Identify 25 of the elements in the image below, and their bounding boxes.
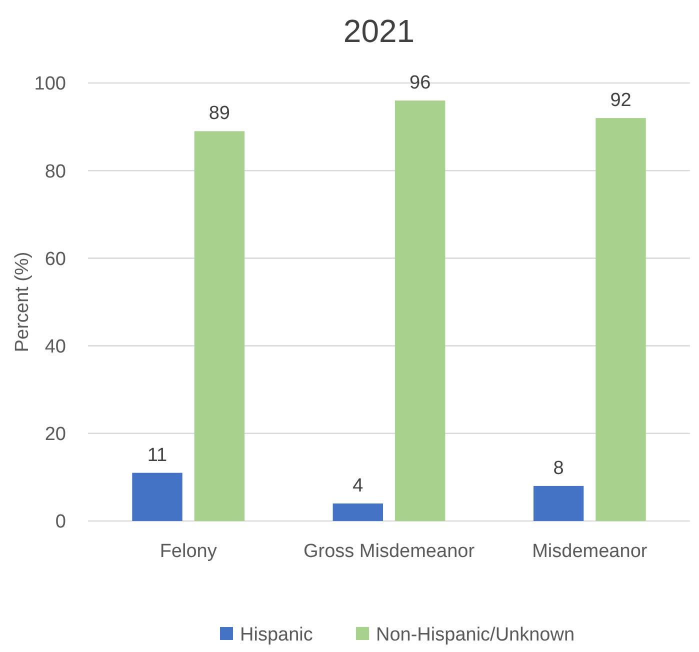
bar	[596, 118, 646, 521]
y-tick-label: 0	[55, 512, 66, 533]
x-tick-label: Felony	[160, 541, 218, 562]
y-tick-label: 100	[34, 74, 66, 95]
legend-label: Non-Hispanic/Unknown	[376, 624, 575, 646]
bar	[533, 486, 584, 521]
y-tick-label: 40	[44, 336, 66, 358]
y-tick-label: 20	[44, 424, 66, 446]
bar	[395, 100, 446, 521]
bar	[132, 472, 182, 521]
y-axis-title: Percent (%)	[12, 252, 33, 352]
data-label: 89	[208, 103, 230, 124]
bar	[332, 503, 383, 521]
y-tick-label: 60	[44, 248, 66, 270]
data-label: 8	[553, 458, 564, 479]
data-label: 11	[147, 444, 168, 466]
data-label: 92	[610, 90, 632, 112]
x-tick-label: Gross Misdemeanor	[303, 541, 476, 562]
y-tick-label: 80	[44, 161, 66, 182]
data-label: 4	[352, 475, 364, 496]
bar	[194, 131, 245, 521]
legend-label: Hispanic	[240, 624, 313, 646]
x-tick-label: Misdemeanor	[532, 541, 648, 562]
data-label: 96	[410, 72, 431, 94]
chart-title: 2021	[343, 13, 415, 49]
